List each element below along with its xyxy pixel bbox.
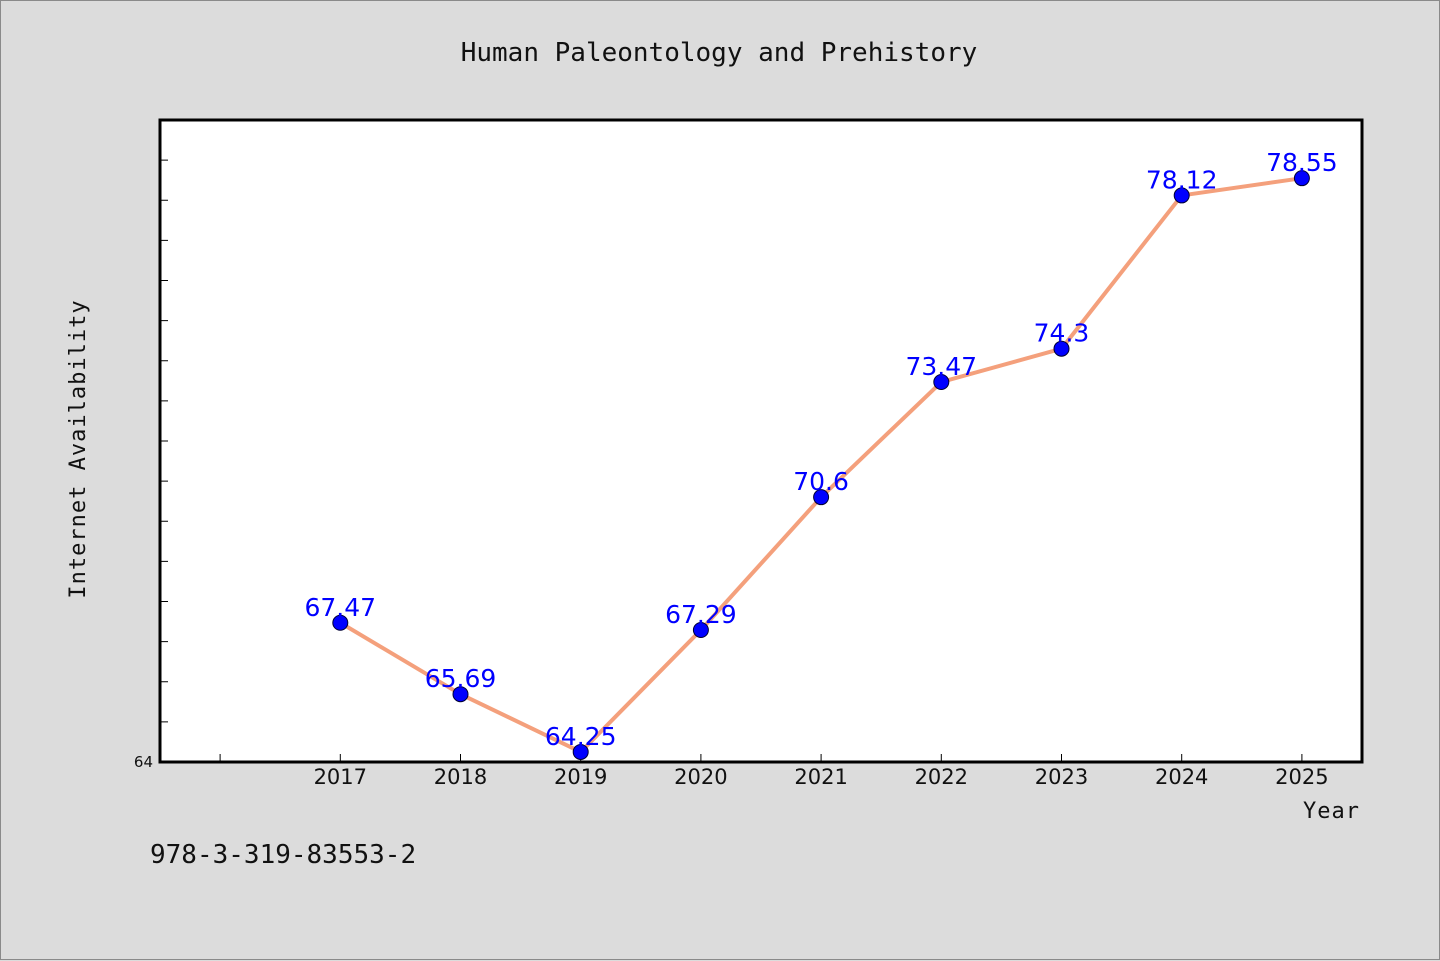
data-label: 78.12 (1146, 165, 1218, 194)
data-label: 67.29 (665, 600, 737, 629)
data-point (1173, 187, 1190, 204)
x-tick-label: 2022 (915, 765, 968, 789)
x-axis-label: Year (1303, 799, 1360, 824)
data-labels: 67.47 65.69 64.25 67.29 70.6 73.47 74.3 78.12 78… (305, 148, 1338, 751)
series-layer (332, 170, 1310, 760)
data-label: 78.55 (1266, 148, 1338, 177)
data-point (452, 686, 469, 703)
data-point (813, 489, 830, 506)
y-axis-label: Internet Availability (66, 299, 91, 598)
x-tick-label: 2019 (554, 765, 607, 789)
data-label: 67.47 (305, 593, 377, 622)
data-label: 74.3 (1034, 319, 1090, 348)
data-point (572, 743, 589, 760)
x-tick-label: 2023 (1035, 765, 1088, 789)
data-point (332, 614, 349, 631)
data-label: 65.69 (425, 664, 497, 693)
data-label: 70.6 (793, 467, 849, 496)
x-tick-label: 2024 (1155, 765, 1208, 789)
plot-frame (158, 118, 1364, 764)
plot-area (160, 120, 1362, 762)
chart-title: Human Paleontology and Prehistory (461, 38, 978, 68)
x-tick-label: 2020 (674, 765, 727, 789)
data-point (933, 374, 950, 391)
data-label: 73.47 (906, 352, 978, 381)
x-tick-label: 2021 (794, 765, 847, 789)
y-tick-label: 64 (134, 753, 153, 771)
data-point (1053, 340, 1070, 357)
data-point (1293, 170, 1310, 187)
x-tick-label: 2025 (1275, 765, 1328, 789)
x-axis-ticks: 2017 2018 2019 2020 2021 2022 2023 2024 2025 (219, 754, 1329, 789)
data-label: 64.25 (545, 722, 617, 751)
footer-code: 978-3-319-83553-2 (150, 840, 416, 870)
x-tick-label: 2018 (434, 765, 487, 789)
data-point (692, 621, 709, 638)
x-tick-label: 2017 (314, 765, 367, 789)
